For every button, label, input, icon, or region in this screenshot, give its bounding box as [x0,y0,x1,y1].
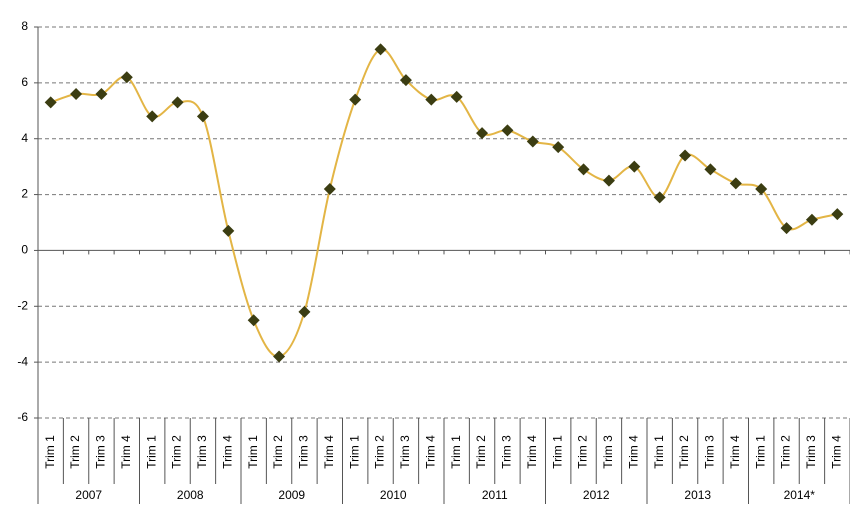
x-tick-label: Trim 4 [626,435,640,469]
marker [476,127,489,140]
marker [70,88,83,101]
y-tick-label: 2 [21,187,28,201]
marker [755,182,768,195]
marker [780,222,793,235]
x-tick-label: Trim 2 [576,435,590,469]
marker [831,208,844,221]
marker [501,124,514,137]
marker [399,74,412,87]
marker [450,90,463,103]
x-tick-label: Trim 4 [119,435,133,469]
marker [171,96,184,109]
y-tick-label: -4 [17,354,28,368]
y-tick-label: 4 [21,131,28,145]
y-tick-label: 0 [21,243,28,257]
x-tick-label: Trim 4 [525,435,539,469]
marker [323,182,336,195]
x-tick-label: Trim 2 [373,435,387,469]
y-tick-label: 8 [21,19,28,33]
group-label: 2012 [583,488,610,502]
marker [298,305,311,318]
marker [577,163,590,176]
x-tick-label: Trim 1 [753,435,767,469]
group-label: 2007 [75,488,102,502]
x-tick-label: Trim 2 [271,435,285,469]
marker [805,213,818,226]
x-tick-label: Trim 3 [703,435,717,469]
marker [628,160,641,173]
x-tick-label: Trim 2 [677,435,691,469]
x-tick-label: Trim 4 [220,435,234,469]
group-label: 2011 [482,488,508,502]
x-tick-label: Trim 3 [195,435,209,469]
y-tick-label: 6 [21,75,28,89]
marker [120,71,133,84]
x-tick-label: Trim 4 [423,435,437,469]
y-tick-label: -2 [17,298,28,312]
marker [602,174,615,187]
marker [196,110,209,123]
marker [273,350,286,363]
marker [679,149,692,162]
x-tick-label: Trim 4 [322,435,336,469]
x-tick-label: Trim 1 [246,435,260,469]
marker [425,93,438,106]
group-label: 2014* [784,488,816,502]
marker [247,314,260,327]
x-tick-label: Trim 2 [68,435,82,469]
x-tick-label: Trim 4 [829,435,843,469]
marker [146,110,159,123]
marker [729,177,742,190]
x-tick-label: Trim 3 [500,435,514,469]
x-tick-label: Trim 1 [144,435,158,469]
x-tick-label: Trim 3 [601,435,615,469]
marker [95,88,108,101]
marker [704,163,717,176]
group-label: 2013 [684,488,711,502]
x-tick-label: Trim 2 [474,435,488,469]
x-tick-label: Trim 3 [804,435,818,469]
marker [374,43,387,56]
x-tick-label: Trim 1 [43,435,57,469]
x-tick-label: Trim 1 [449,435,463,469]
marker [526,135,539,148]
y-tick-label: -6 [17,410,28,424]
x-tick-label: Trim 1 [652,435,666,469]
marker [222,224,235,237]
marker [44,96,57,109]
group-label: 2010 [380,488,407,502]
marker [552,141,565,154]
x-tick-label: Trim 2 [779,435,793,469]
x-tick-label: Trim 3 [398,435,412,469]
x-tick-label: Trim 4 [728,435,742,469]
marker [653,191,666,204]
x-tick-label: Trim 2 [170,435,184,469]
group-label: 2009 [278,488,305,502]
series-line [50,48,838,358]
x-tick-label: Trim 1 [347,435,361,469]
group-label: 2008 [177,488,204,502]
marker [349,93,362,106]
x-tick-label: Trim 1 [550,435,564,469]
x-tick-label: Trim 3 [94,435,108,469]
x-tick-label: Trim 3 [297,435,311,469]
